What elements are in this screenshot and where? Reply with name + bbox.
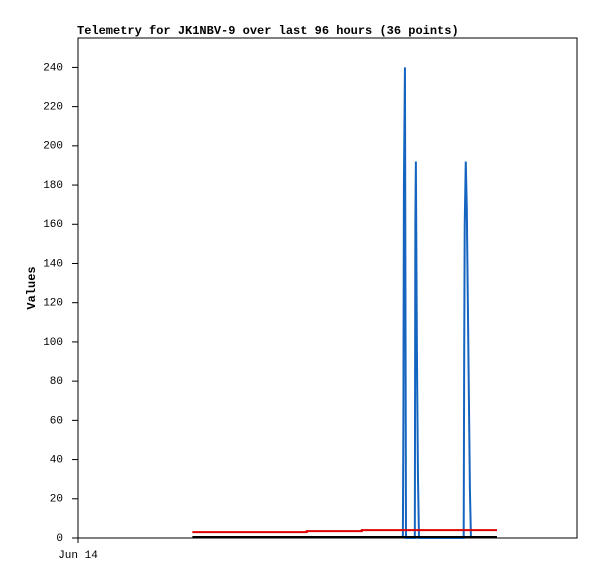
y-tick-label: 120 (43, 298, 63, 310)
y-axis-label: Values (25, 266, 39, 309)
y-tick-label: 20 (50, 494, 63, 506)
series-line (401, 67, 472, 539)
y-tick-label: 240 (43, 62, 63, 74)
y-tick-label: 60 (50, 415, 63, 427)
y-tick-label: 40 (50, 454, 63, 466)
series-line (192, 529, 497, 534)
y-tick-label: 160 (43, 219, 63, 231)
y-tick-label: 180 (43, 180, 63, 192)
y-tick-label: 100 (43, 337, 63, 349)
y-tick-label: 0 (56, 533, 63, 545)
y-tick-label: 80 (50, 376, 63, 388)
y-tick-label: 220 (43, 102, 63, 114)
x-tick-label: Jun 14 (58, 550, 98, 562)
y-tick-label: 200 (43, 141, 63, 153)
chart-title: Telemetry for JK1NBV-9 over last 96 hour… (77, 24, 459, 38)
y-tick-label: 140 (43, 258, 63, 270)
